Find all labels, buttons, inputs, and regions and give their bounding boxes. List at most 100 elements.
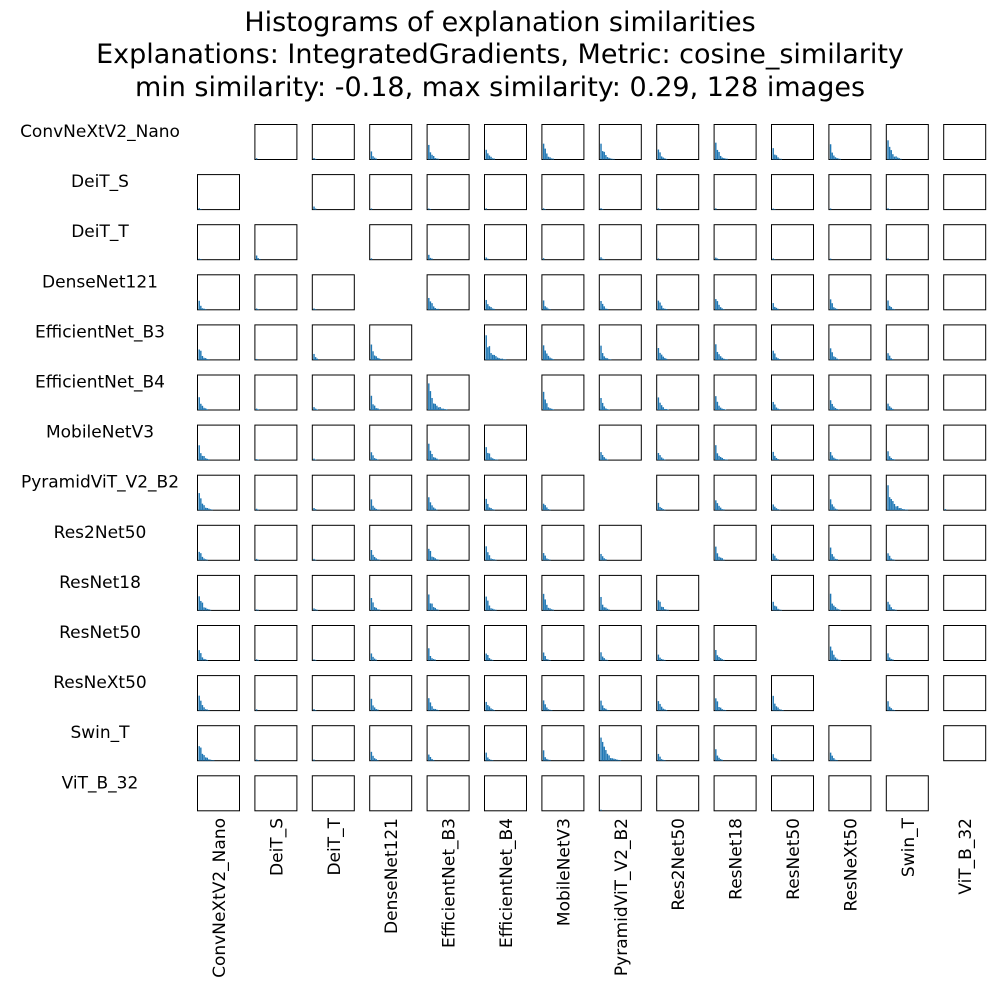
histogram-bar bbox=[436, 158, 438, 160]
histogram-bar bbox=[888, 706, 891, 711]
histogram-bar bbox=[665, 409, 668, 410]
histogram-frame bbox=[311, 574, 355, 611]
histogram-bar bbox=[490, 353, 492, 360]
histogram-bar bbox=[203, 308, 205, 310]
histogram-frame bbox=[771, 524, 814, 561]
histogram-bar bbox=[314, 408, 317, 410]
histogram-bar bbox=[431, 658, 433, 661]
histogram-bar bbox=[775, 307, 778, 310]
histogram-cell-efficientnet-b4-vs-densenet121 bbox=[369, 374, 413, 411]
histogram-bar bbox=[431, 154, 433, 160]
histogram-bar bbox=[892, 501, 894, 511]
histogram-frame bbox=[771, 574, 814, 611]
histogram-bar bbox=[829, 208, 832, 210]
histogram-bar bbox=[316, 409, 318, 410]
histogram-cell-deit-s-vs-densenet121 bbox=[369, 174, 413, 211]
histogram-bar bbox=[829, 299, 832, 310]
histogram-frame bbox=[311, 725, 355, 762]
histogram-bar bbox=[428, 144, 430, 160]
histogram-bar bbox=[829, 258, 832, 260]
histogram-bar bbox=[488, 453, 491, 461]
histogram-bar bbox=[204, 559, 207, 561]
histogram-frame bbox=[541, 675, 585, 712]
histogram-frame bbox=[885, 324, 929, 361]
histogram-bar bbox=[372, 505, 374, 511]
histogram-bar bbox=[718, 556, 720, 561]
histogram-cell-convnextv2-nano-vs-resnet18 bbox=[713, 124, 757, 160]
histogram-bar bbox=[664, 609, 666, 611]
histogram-bar bbox=[777, 157, 779, 160]
histogram-bar bbox=[549, 709, 551, 711]
histogram-bar bbox=[542, 208, 545, 210]
histogram-bar bbox=[605, 607, 607, 611]
row-label-resnet50: ResNet50 bbox=[59, 623, 141, 643]
histogram-bar bbox=[829, 499, 832, 511]
histogram-bar bbox=[893, 156, 896, 160]
histogram-bar bbox=[715, 649, 717, 661]
histogram-bar bbox=[495, 609, 497, 611]
histogram-bar bbox=[375, 607, 377, 611]
histogram-bar bbox=[723, 559, 725, 561]
histogram-bar bbox=[432, 708, 435, 711]
histogram-bar bbox=[549, 608, 551, 611]
histogram-bar bbox=[544, 306, 546, 310]
histogram-bar bbox=[491, 354, 494, 360]
histogram-bar bbox=[716, 301, 719, 310]
histogram-bar bbox=[662, 659, 664, 661]
histogram-bar bbox=[431, 303, 433, 310]
histogram-cell-efficientnet-b3-vs-densenet121 bbox=[369, 324, 413, 361]
histogram-frame bbox=[885, 424, 929, 461]
histogram-bar bbox=[314, 509, 317, 511]
histogram-bar bbox=[485, 257, 487, 260]
histogram-bar bbox=[606, 709, 609, 711]
histogram-bar bbox=[719, 407, 722, 410]
histogram-bar bbox=[370, 653, 373, 661]
histogram-bar bbox=[313, 308, 315, 310]
histogram-cell-vit-b-32-vs-res2net50 bbox=[656, 775, 700, 812]
histogram-cell-res2net50-vs-deit-t bbox=[311, 524, 355, 561]
histogram-bar bbox=[774, 404, 776, 410]
histogram-bar bbox=[774, 757, 776, 761]
histogram-bar bbox=[370, 598, 373, 611]
histogram-bar bbox=[544, 757, 546, 761]
histogram-bar bbox=[434, 607, 436, 611]
histogram-bar bbox=[375, 508, 377, 511]
histogram-bar bbox=[437, 459, 440, 461]
column-label-efficientnet-b3: EfficientNet_B3 bbox=[440, 818, 460, 948]
histogram-cell-convnextv2-nano-vs-deit-t bbox=[311, 124, 355, 160]
histogram-cell-swin-t-vs-res2net50 bbox=[656, 725, 700, 762]
histogram-bar bbox=[255, 659, 258, 661]
histogram-bar bbox=[255, 508, 258, 511]
histogram-bar bbox=[490, 457, 492, 461]
histogram-cell-vit-b-32-vs-resnet18 bbox=[713, 775, 757, 812]
histogram-bar bbox=[544, 656, 546, 661]
histogram-cell-densenet121-vs-convnextv2-nano bbox=[197, 274, 240, 311]
histogram-cell-resnet50-vs-densenet121 bbox=[369, 625, 413, 661]
histogram-bar bbox=[716, 401, 719, 410]
histogram-cell-resnext50-vs-pyramidvit-v2-b2 bbox=[598, 675, 642, 712]
histogram-cell-pyramidvit-v2-b2-vs-mobilenetv3 bbox=[541, 474, 585, 511]
histogram-bar bbox=[900, 158, 902, 160]
histogram-bar bbox=[428, 254, 430, 260]
histogram-bar bbox=[716, 701, 719, 711]
histogram-bar bbox=[485, 335, 487, 360]
histogram-bar bbox=[609, 359, 612, 360]
histogram-bar bbox=[314, 459, 317, 461]
histogram-cell-vit-b-32-vs-deit-s bbox=[254, 775, 298, 812]
histogram-bar bbox=[834, 607, 837, 611]
histogram-bar bbox=[718, 304, 720, 310]
histogram-bar bbox=[726, 158, 728, 160]
histogram-bar bbox=[428, 443, 430, 461]
histogram-bar bbox=[431, 505, 433, 511]
histogram-bar bbox=[775, 706, 778, 711]
histogram-bar bbox=[657, 701, 660, 711]
histogram-bar bbox=[896, 506, 899, 511]
histogram-bar bbox=[715, 208, 717, 210]
histogram-bar bbox=[442, 408, 445, 410]
histogram-cell-efficientnet-b4-vs-deit-s bbox=[254, 374, 298, 411]
histogram-frame bbox=[598, 424, 642, 461]
histogram-bar bbox=[201, 556, 204, 561]
histogram-bar bbox=[209, 509, 212, 511]
histogram-cell-pyramidvit-v2-b2-vs-efficientnet-b3 bbox=[426, 474, 470, 511]
histogram-cell-vit-b-32-vs-convnextv2-nano bbox=[197, 775, 240, 812]
